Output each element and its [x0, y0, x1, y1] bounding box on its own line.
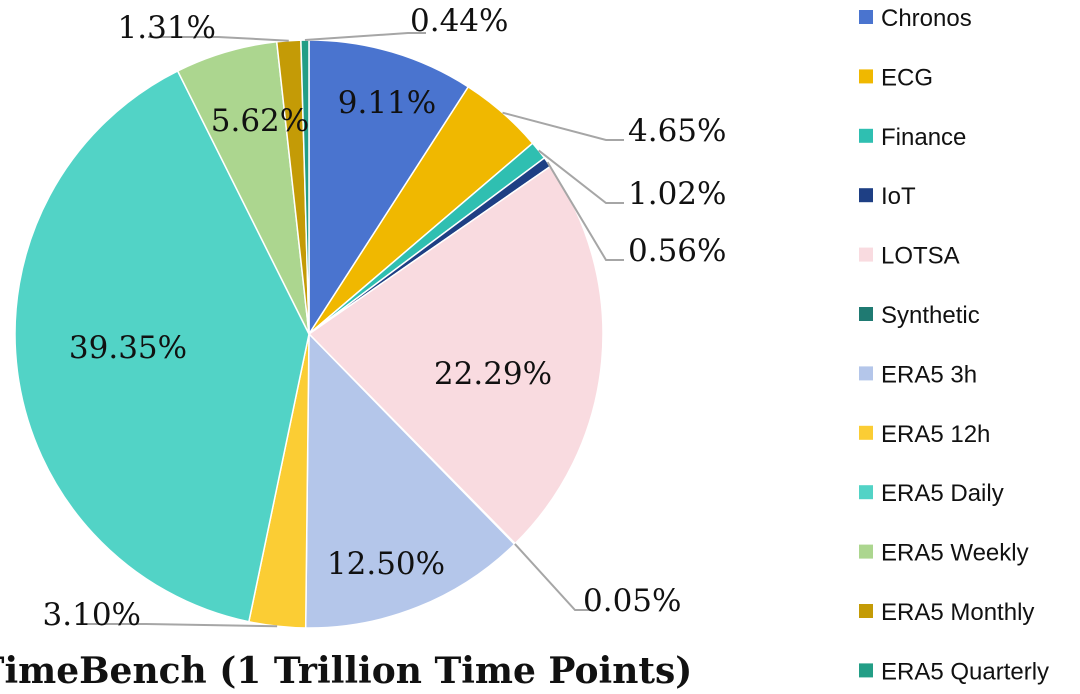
legend-label-era5-3h: ERA5 3h: [881, 361, 977, 388]
legend-swatch-synthetic: [859, 307, 873, 321]
leader-line-era5-12h: [76, 623, 278, 628]
legend-swatch-era5-quarterly: [859, 663, 873, 678]
leader-lines: [76, 32, 624, 628]
data-label-chronos: 9.11%: [338, 85, 436, 121]
legend-label-ecg: ECG: [881, 64, 933, 91]
data-label-era5-weekly: 5.62%: [211, 103, 309, 139]
legend-label-synthetic: Synthetic: [881, 302, 980, 329]
legend-label-finance: Finance: [881, 124, 966, 151]
data-label-finance: 1.02%: [628, 176, 726, 212]
legend-swatch-ecg: [859, 69, 873, 84]
legend-swatch-lotsa: [859, 247, 873, 262]
pie-slice-chronos: [308, 39, 470, 337]
data-label-era5-daily: 39.35%: [69, 330, 187, 366]
leader-line-finance: [538, 149, 624, 204]
legend-label-era5-weekly: ERA5 Weekly: [881, 540, 1029, 567]
data-label-lotsa: 22.29%: [434, 356, 552, 392]
legend-swatch-finance: [859, 128, 873, 143]
legend-swatch-iot: [859, 188, 873, 203]
leader-line-iot: [546, 161, 624, 261]
legend-label-era5-quarterly: ERA5 Quarterly: [881, 658, 1049, 685]
data-label-synthetic: 0.05%: [583, 583, 681, 619]
legend-label-era5-monthly: ERA5 Monthly: [881, 599, 1034, 626]
legend-label-era5-daily: ERA5 Daily: [881, 480, 1004, 507]
pie-slice-era5-daily: [14, 69, 310, 623]
legend-label-lotsa: LOTSA: [881, 243, 960, 270]
data-label-ecg: 4.65%: [628, 113, 726, 149]
leader-line-ecg: [502, 111, 624, 141]
legend-swatch-chronos: [859, 10, 873, 24]
legend-swatch-era5-monthly: [859, 604, 873, 618]
legend: Chronos ECG Finance IoT LOTSA Synthetic ERA5 3…: [859, 5, 1049, 685]
leader-line-synthetic: [514, 543, 593, 611]
pie-slice-era5-3h: [304, 332, 516, 629]
legend-label-chronos: Chronos: [881, 5, 972, 32]
legend-label-era5-12h: ERA5 12h: [881, 421, 990, 448]
legend-swatch-era5-weekly: [859, 544, 873, 559]
leader-line-era5-monthly: [148, 36, 289, 42]
data-label-iot: 0.56%: [628, 233, 726, 269]
data-label-era5-monthly: 1.31%: [118, 10, 216, 46]
data-label-era5-12h: 3.10%: [43, 597, 141, 633]
leader-line-era5-quarterly: [304, 32, 426, 42]
legend-label-iot: IoT: [881, 183, 916, 210]
data-label-era5-quarterly: 0.44%: [410, 3, 508, 39]
data-label-era5-3h: 12.50%: [327, 546, 445, 582]
slice-labels: 9.11% 4.65% 1.02% 0.56% 22.29% 0.05% 12.50% 3.1…: [43, 3, 727, 633]
chart-title: TimeBench (1 Trillion Time Points): [0, 650, 692, 692]
legend-swatch-era5-daily: [859, 485, 873, 500]
legend-swatch-era5-12h: [859, 425, 873, 440]
legend-swatch-era5-3h: [859, 366, 873, 381]
pie-slices: [14, 39, 604, 629]
